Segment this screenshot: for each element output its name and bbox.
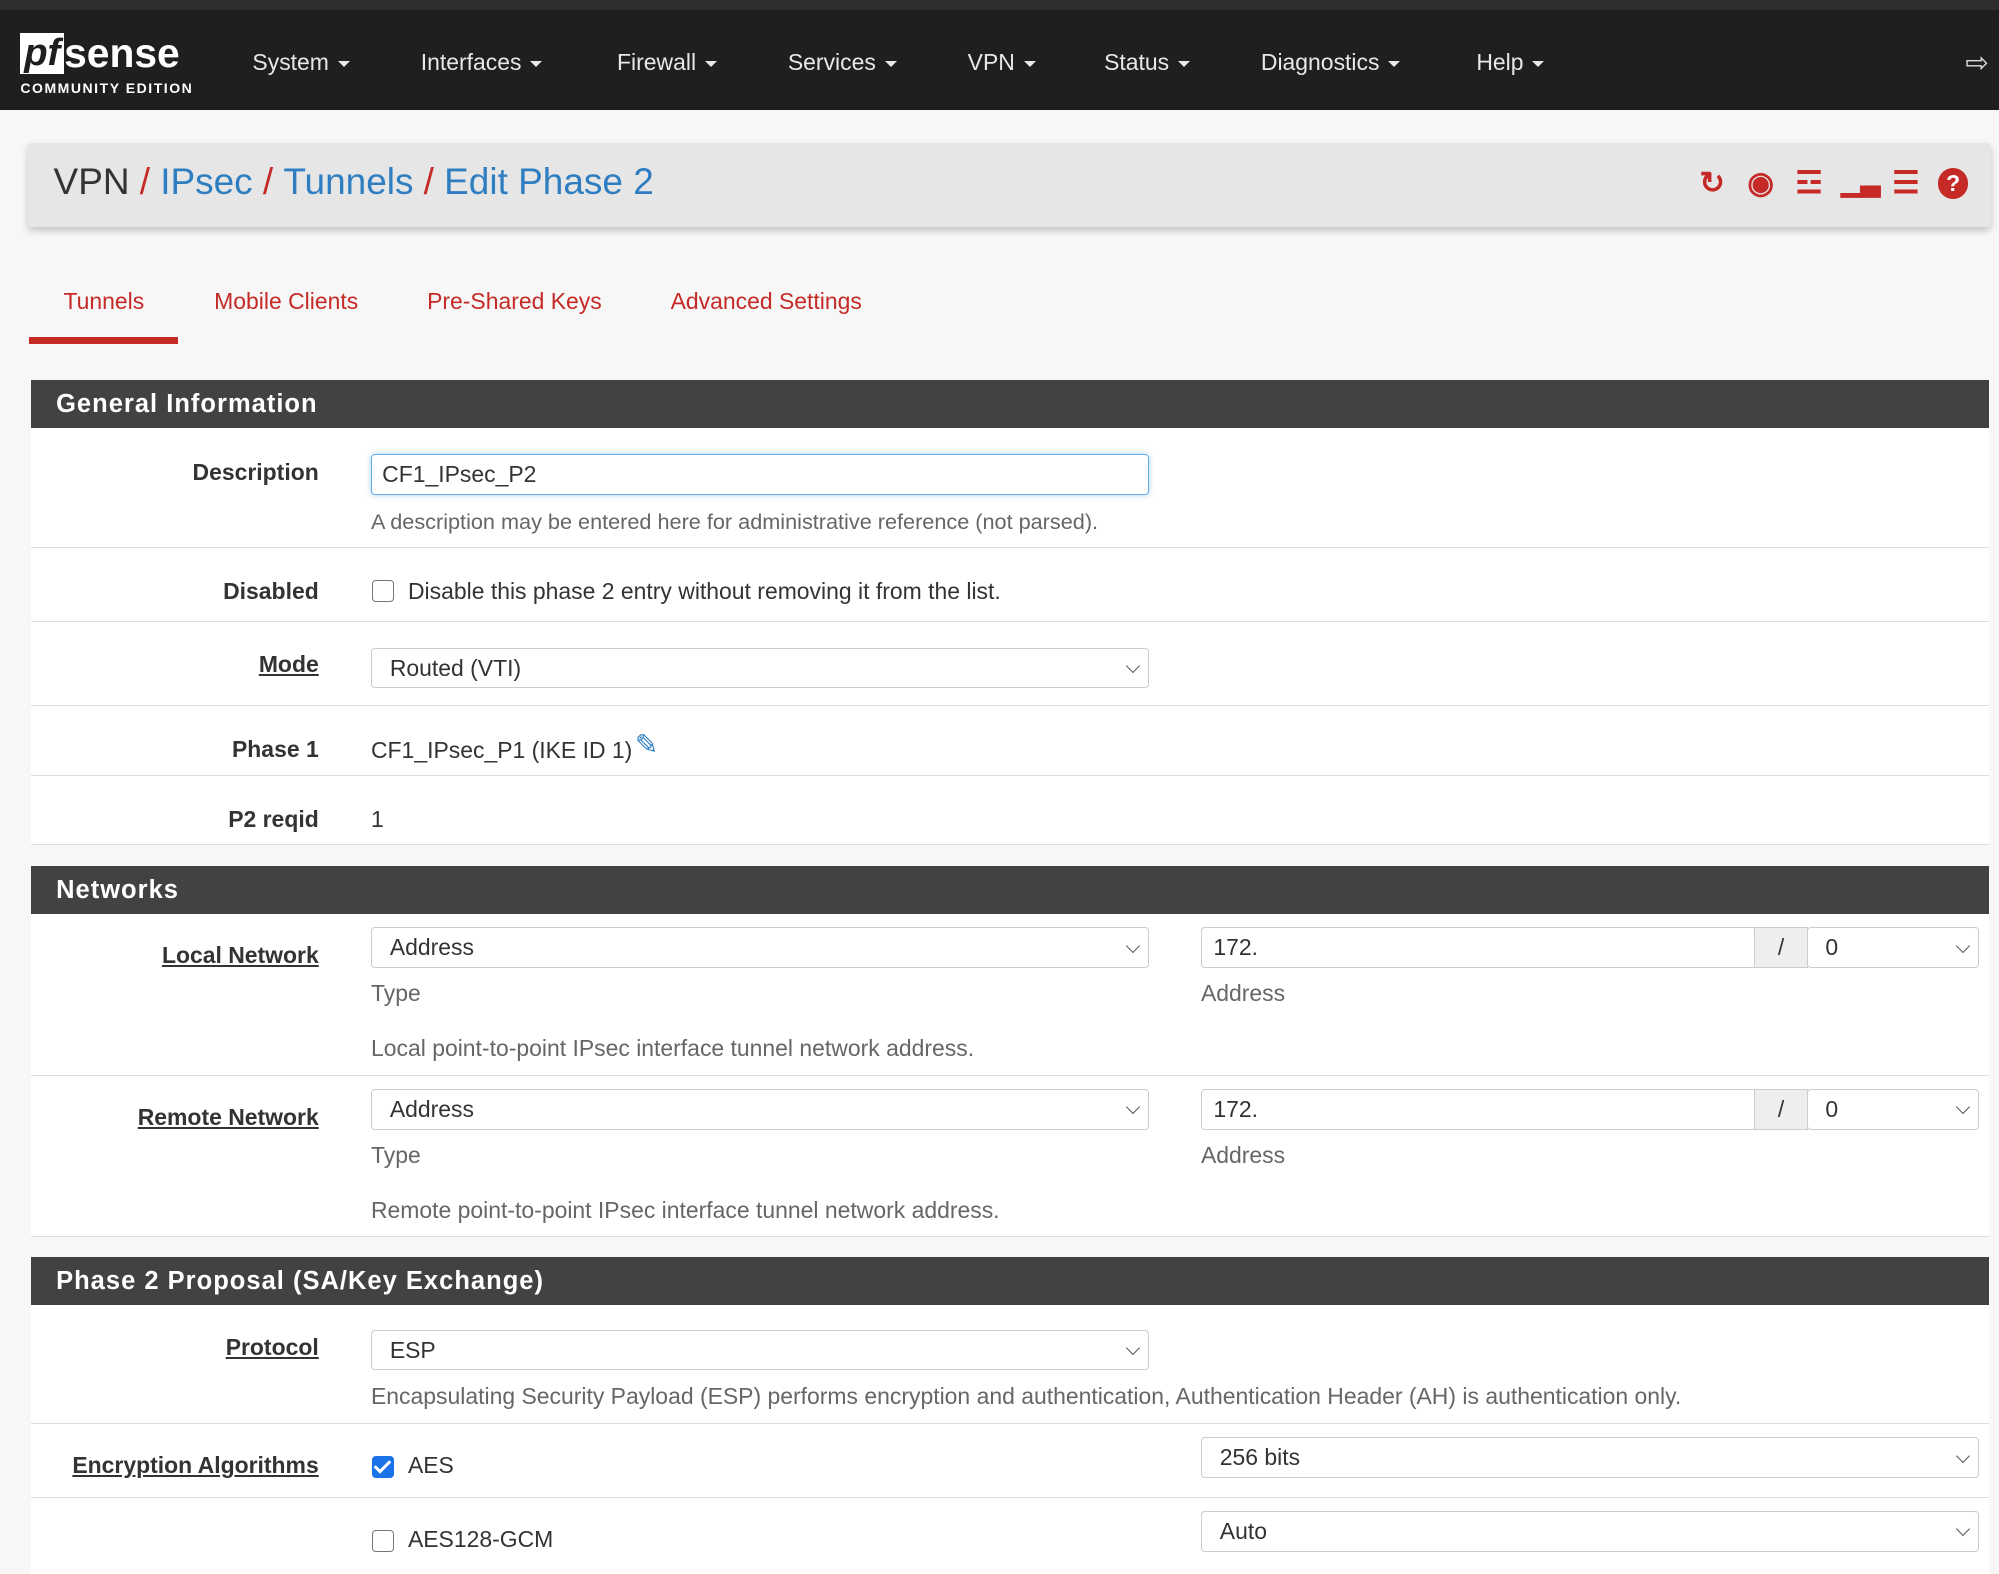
window-top-strip <box>0 0 1999 11</box>
disabled-row: Disabled Disable this phase 2 entry with… <box>30 548 1989 623</box>
remote-mask-select[interactable]: 0 <box>1806 1088 1979 1130</box>
edit-pencil-icon[interactable]: ✎ <box>634 728 659 760</box>
encryption-aes-row: Encryption Algorithms AES 256 bits <box>30 1424 1989 1498</box>
menu-services[interactable]: Services <box>788 10 897 109</box>
reload-icon[interactable]: ↻ <box>1699 165 1726 200</box>
remote-type-select[interactable]: Address <box>370 1088 1149 1130</box>
menu-firewall[interactable]: Firewall <box>617 10 717 109</box>
description-row: Description CF1_IPsec_P2 A description m… <box>30 428 1989 549</box>
phase2-proposal-header: Phase 2 Proposal (SA/Key Exchange) <box>30 1257 1989 1306</box>
phase1-label: Phase 1 <box>232 735 319 762</box>
menu-vpn[interactable]: VPN <box>968 10 1036 109</box>
menu-help[interactable]: Help <box>1476 10 1545 109</box>
breadcrumb-tunnels[interactable]: Tunnels <box>283 160 414 202</box>
aes128gcm-keylen-select[interactable]: Auto <box>1200 1510 1979 1552</box>
pfsense-logo[interactable]: pf sense COMMUNITY EDITION <box>20 30 194 97</box>
tab-pre-shared-keys[interactable]: Pre-Shared Keys <box>427 288 602 315</box>
local-mask-select[interactable]: 0 <box>1806 926 1979 968</box>
aes128gcm-checkbox[interactable] <box>372 1529 394 1552</box>
aes-checkbox[interactable] <box>372 1455 394 1478</box>
menu-interfaces[interactable]: Interfaces <box>421 10 543 109</box>
tab-advanced-settings[interactable]: Advanced Settings <box>670 288 862 315</box>
breadcrumb-vpn: VPN <box>53 160 130 202</box>
breadcrumb-edit-phase2[interactable]: Edit Phase 2 <box>444 160 654 202</box>
general-information-header: General Information <box>30 379 1989 429</box>
remote-slash: / <box>1754 1088 1808 1130</box>
mode-select[interactable]: Routed (VTI) <box>370 647 1149 689</box>
tab-bar: Tunnels Mobile Clients Pre-Shared Keys A… <box>29 283 862 345</box>
breadcrumb: VPN / IPsec / Tunnels / Edit Phase 2 ↻ ◉ ☲ ▁▃ … <box>28 142 1992 227</box>
description-help: A description may be entered here for ad… <box>370 508 1099 534</box>
remote-network-label[interactable]: Remote Network <box>137 1104 319 1131</box>
disabled-text: Disable this phase 2 entry without remov… <box>407 577 1001 604</box>
networks-header: Networks <box>30 865 1989 915</box>
protocol-label[interactable]: Protocol <box>225 1333 319 1360</box>
local-type-label: Type <box>370 980 421 1007</box>
breadcrumb-ipsec[interactable]: IPsec <box>160 160 253 202</box>
menu-system[interactable]: System <box>252 10 350 109</box>
local-type-select[interactable]: Address <box>370 926 1149 968</box>
remote-network-help: Remote point-to-point IPsec interface tu… <box>370 1197 1000 1224</box>
remote-network-row: Remote Network Address Type 172. / 0 Add… <box>30 1076 1989 1237</box>
aes-label: AES <box>407 1452 454 1479</box>
protocol-select[interactable]: ESP <box>370 1329 1149 1371</box>
local-network-label[interactable]: Local Network <box>161 942 319 969</box>
disabled-checkbox[interactable] <box>372 580 394 602</box>
encryption-aes128gcm-row: AES128-GCM Auto <box>30 1498 1989 1574</box>
aes128gcm-label: AES128-GCM <box>407 1526 554 1553</box>
help-icon[interactable]: ? <box>1937 168 1969 199</box>
sliders-icon[interactable]: ☲ <box>1795 165 1823 200</box>
reqid-row: P2 reqid 1 <box>30 776 1989 846</box>
protocol-row: Protocol ESP Encapsulating Security Payl… <box>30 1305 1989 1425</box>
local-network-row: Local Network Address Type 172. / 0 Addr… <box>30 914 1989 1076</box>
navbar: pf sense COMMUNITY EDITION <box>0 10 1999 110</box>
remote-address-label: Address <box>1200 1142 1286 1169</box>
chart-icon[interactable]: ▁▃ <box>1840 168 1881 197</box>
reqid-value: 1 <box>370 805 384 832</box>
mode-label[interactable]: Mode <box>258 651 319 678</box>
aes-keylen-select[interactable]: 256 bits <box>1200 1436 1979 1478</box>
tab-tunnels[interactable]: Tunnels <box>29 283 179 345</box>
menu-diagnostics[interactable]: Diagnostics <box>1261 10 1401 109</box>
local-address-input[interactable]: 172. <box>1200 926 1756 968</box>
description-label: Description <box>192 458 319 485</box>
local-slash: / <box>1754 926 1808 968</box>
local-address-label: Address <box>1200 980 1286 1007</box>
local-network-help: Local point-to-point IPsec interface tun… <box>370 1035 975 1062</box>
description-input[interactable]: CF1_IPsec_P2 <box>370 453 1149 495</box>
edition-label: COMMUNITY EDITION <box>20 80 194 97</box>
disabled-label: Disabled <box>223 577 319 604</box>
menu-status[interactable]: Status <box>1104 10 1191 109</box>
stop-icon[interactable]: ◉ <box>1747 165 1775 200</box>
tab-mobile-clients[interactable]: Mobile Clients <box>214 288 359 315</box>
mode-row: Mode Routed (VTI) <box>30 622 1989 707</box>
log-list-icon[interactable]: ☰ <box>1892 165 1920 200</box>
remote-address-input[interactable]: 172. <box>1200 1088 1756 1130</box>
remote-type-label: Type <box>370 1142 421 1169</box>
phase1-value: CF1_IPsec_P1 (IKE ID 1) <box>370 736 633 763</box>
logout-icon[interactable]: ⇨ <box>1965 46 1989 78</box>
reqid-label: P2 reqid <box>228 805 319 832</box>
protocol-help: Encapsulating Security Payload (ESP) per… <box>370 1383 1682 1410</box>
encryption-label[interactable]: Encryption Algorithms <box>72 1452 319 1479</box>
phase1-row: Phase 1 CF1_IPsec_P1 (IKE ID 1) ✎ <box>30 706 1989 777</box>
